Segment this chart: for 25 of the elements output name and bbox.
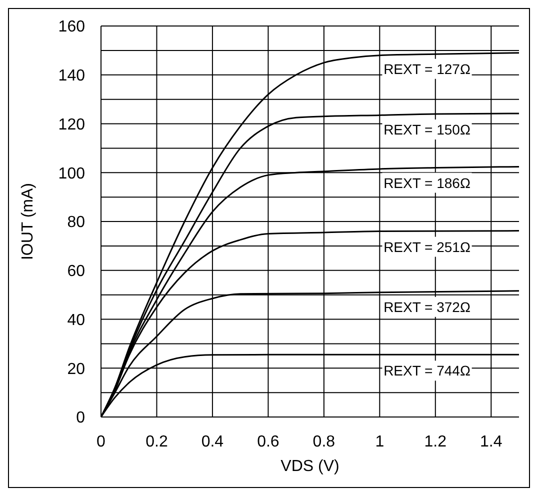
x-tick-label: 0.8 bbox=[312, 433, 336, 450]
y-tick-label: 0 bbox=[76, 410, 86, 427]
x-tick-label: 1.4 bbox=[480, 433, 502, 450]
series-label: REXT = 150Ω bbox=[384, 121, 470, 138]
series-label: REXT = 251Ω bbox=[384, 238, 470, 255]
x-tick-label: 0 bbox=[96, 433, 106, 450]
y-tick-label: 100 bbox=[58, 165, 86, 182]
x-tick-label: 1 bbox=[375, 433, 384, 450]
series-label: REXT = 186Ω bbox=[384, 174, 470, 191]
y-tick-label: 60 bbox=[67, 263, 86, 280]
y-tick-label: 80 bbox=[67, 214, 86, 232]
y-tick-label: 20 bbox=[67, 360, 86, 378]
x-tick-label: 0.6 bbox=[257, 433, 280, 450]
x-tick-label: 0.2 bbox=[146, 433, 168, 450]
x-tick-label: 0.4 bbox=[201, 433, 224, 450]
y-tick-label: 160 bbox=[58, 18, 86, 36]
x-tick-label: 1.2 bbox=[424, 433, 447, 450]
y-tick-label: 140 bbox=[58, 68, 86, 85]
y-tick-label: 40 bbox=[67, 312, 86, 329]
x-axis-title: VDS (V) bbox=[280, 458, 340, 475]
series-label: REXT = 744Ω bbox=[384, 362, 470, 379]
y-tick-label: 120 bbox=[58, 116, 86, 134]
series-label: REXT = 127Ω bbox=[384, 60, 470, 77]
series-label: REXT = 372Ω bbox=[384, 298, 470, 315]
y-axis-title: IOUT (mA) bbox=[20, 182, 37, 260]
